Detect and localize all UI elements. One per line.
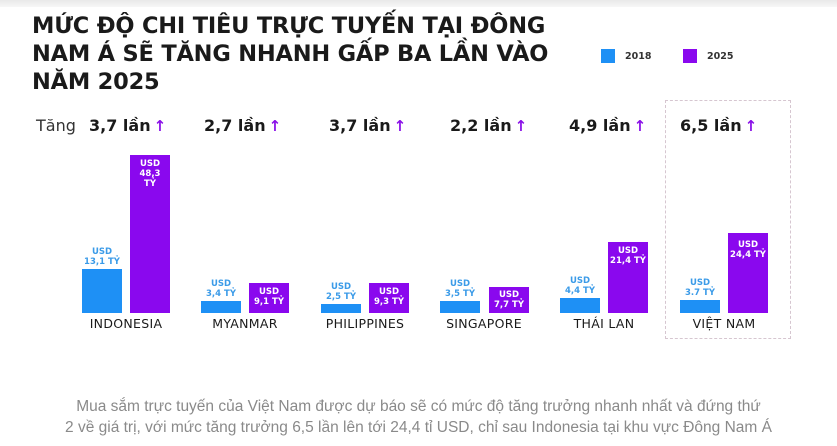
value-label-2018-thailand: USD 4,4 TỶ — [552, 276, 608, 296]
value-label-2025-singapore: USD 7,7 TỶ — [481, 290, 537, 310]
image-caption: Mua sắm trực tuyến của Việt Nam được dự … — [0, 396, 837, 438]
value-line: USD — [210, 279, 232, 289]
bar-2025-singapore — [489, 287, 529, 313]
growth-philippines: 3,7 lần ↑ — [329, 116, 406, 135]
value-label-2025-philippines: USD 9,3 TỶ — [361, 287, 417, 307]
value-line: USD — [569, 276, 591, 286]
value-line: USD — [689, 278, 711, 288]
value-line: USD — [258, 287, 280, 297]
category-label-thailand: THÁI LAN — [573, 316, 635, 331]
value-line: 21,4 TỶ — [610, 256, 646, 266]
category-label-myanmar: MYANMAR — [212, 316, 278, 331]
value-line: USD — [617, 246, 639, 256]
arrow-up-icon: ↑ — [744, 117, 758, 135]
bar-2025-thailand — [608, 242, 648, 313]
value-label-2018-indonesia: USD 13,1 TỶ — [74, 247, 130, 267]
legend-swatch-2018 — [601, 49, 615, 63]
value-line: 7,7 TỶ — [494, 300, 524, 310]
category-label-philippines: PHILIPPINES — [325, 316, 405, 331]
value-label-2025-thailand: USD 21,4 TỶ — [600, 246, 656, 266]
value-line: USD — [330, 282, 352, 292]
value-line: 9,3 TỶ — [374, 297, 404, 307]
arrow-up-icon: ↑ — [514, 117, 528, 135]
chart-title: MỨC ĐỘ CHI TIÊU TRỰC TUYẾN TẠI ĐÔNG NAM … — [32, 13, 549, 95]
growth-value: 6,5 lần — [680, 116, 742, 135]
growth-value: 3,7 lần — [329, 116, 391, 135]
legend-swatch-2025 — [683, 49, 697, 63]
value-line: 24,4 TỶ — [730, 250, 766, 260]
value-label-2018-singapore: USD 3,5 TỶ — [432, 279, 488, 299]
value-line: 48,3 — [139, 169, 161, 179]
bar-2025-philippines — [369, 283, 409, 313]
growth-vietnam: 6,5 lần ↑ — [680, 116, 757, 135]
value-line: 13,1 TỶ — [84, 257, 120, 267]
value-line: USD — [449, 279, 471, 289]
caption-line-2: 2 về giá trị, với mức tăng trưởng 6,5 lầ… — [65, 419, 772, 436]
value-label-2018-vietnam: USD 3.7 TỶ — [672, 278, 728, 298]
arrow-up-icon: ↑ — [153, 117, 167, 135]
value-label-2025-myanmar: USD 9,1 TỶ — [241, 287, 297, 307]
value-line: 3,4 TỶ — [206, 289, 236, 299]
arrow-up-icon: ↑ — [268, 117, 282, 135]
value-line: 3.7 TỶ — [685, 288, 715, 298]
growth-value: 2,2 lần — [450, 116, 512, 135]
bar-2025-indonesia — [130, 155, 170, 313]
value-line: 3,5 TỶ — [445, 289, 475, 299]
growth-thailand: 4,9 lần ↑ — [569, 116, 646, 135]
value-line: 9,1 TỶ — [254, 297, 284, 307]
caption-line-1: Mua sắm trực tuyến của Việt Nam được dự … — [76, 398, 761, 415]
value-line: TỶ — [144, 179, 156, 189]
growth-singapore: 2,2 lần ↑ — [450, 116, 527, 135]
legend-item-2018: 2018 — [601, 49, 651, 63]
value-line: USD — [139, 159, 161, 169]
growth-value: 2,7 lần — [204, 116, 266, 135]
bar-2018-philippines — [321, 304, 361, 313]
legend-label-2018: 2018 — [625, 50, 652, 62]
arrow-up-icon: ↑ — [633, 117, 647, 135]
bar-2018-myanmar — [201, 301, 241, 313]
value-line: USD — [498, 290, 520, 300]
arrow-up-icon: ↑ — [393, 117, 407, 135]
value-line: 2,5 TỶ — [326, 292, 356, 302]
value-line: USD — [91, 247, 113, 257]
bar-2018-singapore — [440, 301, 480, 313]
growth-myanmar: 2,7 lần ↑ — [204, 116, 281, 135]
bar-2018-indonesia — [82, 269, 122, 313]
bar-2018-thailand — [560, 298, 600, 313]
growth-prefix: Tăng — [36, 116, 76, 135]
growth-value: 4,9 lần — [569, 116, 631, 135]
growth-value: 3,7 lần — [89, 116, 151, 135]
value-line: USD — [737, 240, 759, 250]
value-label-2018-myanmar: USD 3,4 TỶ — [193, 279, 249, 299]
legend-label-2025: 2025 — [707, 50, 734, 62]
value-line: 4,4 TỶ — [565, 286, 595, 296]
bar-2025-vietnam — [728, 233, 768, 313]
bar-2018-vietnam — [680, 300, 720, 313]
value-label-2018-philippines: USD 2,5 TỶ — [313, 282, 369, 302]
category-label-vietnam: VIỆT NAM — [692, 316, 756, 331]
value-label-2025-indonesia: USD 48,3 TỶ — [122, 159, 178, 189]
vietnam-highlight-box — [665, 100, 791, 339]
category-label-indonesia: INDONESIA — [89, 316, 163, 331]
value-line: USD — [378, 287, 400, 297]
growth-indonesia: 3,7 lần ↑ — [89, 116, 166, 135]
bar-2025-myanmar — [249, 283, 289, 313]
value-label-2025-vietnam: USD 24,4 TỶ — [720, 240, 776, 260]
category-label-singapore: SINGAPORE — [446, 316, 522, 331]
top-bar — [0, 0, 837, 7]
legend-item-2025: 2025 — [683, 49, 733, 63]
